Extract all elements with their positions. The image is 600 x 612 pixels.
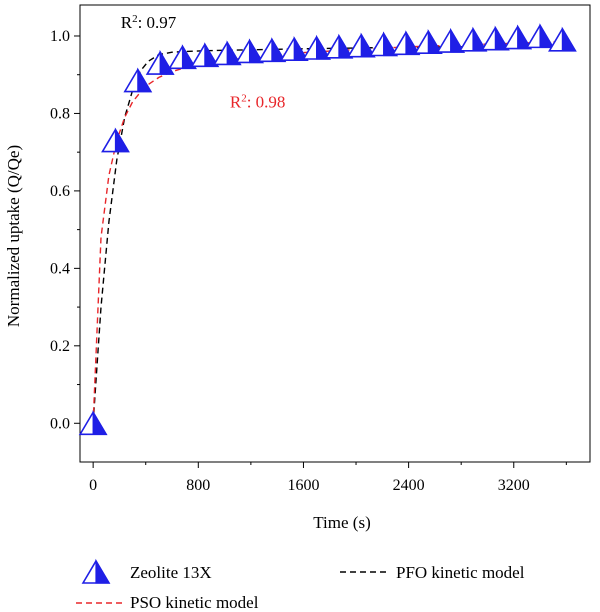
y-tick-label: 0.0	[50, 415, 70, 432]
y-tick-label: 0.2	[50, 338, 70, 355]
marker-fill	[92, 410, 108, 435]
zeolite-data-point	[190, 42, 220, 68]
annotations: R2: 0.97 R2: 0.98	[121, 13, 286, 111]
y-axis-title: Normalized uptake (Q/Qe)	[4, 145, 23, 327]
series-markers	[78, 23, 577, 436]
plot-border	[79, 4, 591, 463]
zeolite-data-point	[302, 34, 331, 60]
marker-fill	[561, 26, 577, 52]
marker-fill	[114, 127, 130, 153]
zeolite-data-point	[123, 67, 153, 93]
marker-fill	[181, 44, 197, 69]
legend-label-pfo: PFO kinetic model	[396, 563, 525, 582]
x-tick-label: 2400	[393, 477, 425, 494]
zeolite-data-point	[547, 26, 577, 52]
marker-fill	[293, 35, 309, 61]
y-tick-label: 0.8	[50, 105, 70, 122]
zeolite-data-point	[480, 25, 510, 51]
pso-model-line	[92, 41, 563, 424]
zeolite-data-point	[212, 40, 242, 66]
pfo-model-line	[92, 45, 563, 424]
y-tick-label: 0.4	[50, 260, 70, 277]
legend-marker-zeolite	[81, 558, 111, 584]
zeolite-data-point	[101, 127, 130, 153]
marker-fill	[159, 49, 175, 75]
zeolite-data-point	[168, 44, 197, 70]
marker-fill	[517, 24, 532, 50]
series-lines	[92, 41, 563, 424]
x-tick-label: 3200	[498, 477, 530, 494]
x-tick-label: 1600	[287, 477, 319, 494]
y-axis: 0.0 0.2 0.4 0.6 0.8 1.0	[50, 28, 80, 432]
marker-fill	[360, 32, 376, 58]
marker-fill	[204, 42, 219, 67]
legend: Zeolite 13X PFO kinetic model PSO kineti…	[76, 558, 525, 612]
zeolite-data-point	[78, 410, 108, 436]
zeolite-data-point	[369, 31, 399, 57]
legend-triangle-icon	[81, 558, 111, 584]
marker-fill	[338, 33, 353, 59]
marker-fill	[427, 28, 443, 54]
pfo-r2-label: R2: 0.97	[121, 13, 177, 32]
marker-fill	[450, 27, 465, 53]
marker-fill	[405, 30, 421, 55]
zeolite-data-point	[257, 37, 287, 63]
marker-fill	[137, 67, 152, 93]
x-axis: 0 800 1600 2400 3200	[89, 462, 567, 494]
zeolite-data-point	[346, 32, 376, 58]
zeolite-data-point	[458, 26, 488, 52]
marker-fill	[472, 26, 488, 52]
x-axis-title: Time (s)	[313, 513, 370, 532]
zeolite-data-point	[145, 49, 175, 75]
marker-fill	[95, 558, 111, 584]
pso-r2-label: R2: 0.98	[230, 93, 286, 112]
marker-fill	[226, 40, 242, 66]
marker-fill	[315, 34, 331, 60]
y-tick-label: 1.0	[50, 28, 70, 45]
zeolite-data-point	[503, 24, 533, 50]
zeolite-data-point	[525, 23, 555, 49]
y-tick-label: 0.6	[50, 183, 70, 200]
marker-fill	[271, 37, 286, 62]
legend-label-pso: PSO kinetic model	[130, 593, 259, 612]
marker-fill	[383, 31, 398, 57]
marker-fill	[494, 25, 510, 51]
marker-fill	[539, 23, 555, 48]
plot-frame	[79, 4, 591, 463]
zeolite-data-point	[413, 28, 443, 54]
zeolite-data-point	[324, 33, 354, 59]
marker-fill	[248, 38, 264, 64]
x-tick-label: 0	[89, 477, 97, 494]
zeolite-data-point	[436, 27, 466, 53]
zeolite-data-point	[279, 35, 309, 61]
x-tick-label: 800	[186, 477, 210, 494]
legend-label-zeolite: Zeolite 13X	[130, 563, 212, 582]
zeolite-data-point	[391, 30, 421, 56]
zeolite-data-point	[235, 38, 264, 64]
